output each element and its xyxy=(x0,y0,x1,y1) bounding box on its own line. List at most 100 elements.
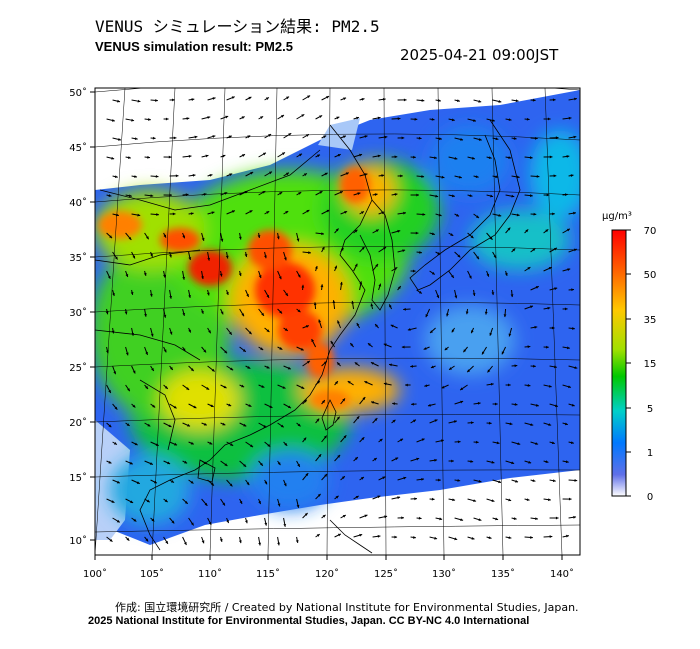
wind-arrow-head xyxy=(220,238,224,242)
wind-arrow-head xyxy=(403,476,407,480)
wind-arrow-head xyxy=(357,192,361,196)
wind-arrow-head xyxy=(533,212,537,216)
wind-arrow-head xyxy=(114,175,118,179)
lon-tick-label: 120˚ xyxy=(315,568,339,580)
wind-arrow-head xyxy=(400,174,403,178)
wind-arrow-head xyxy=(507,227,511,231)
wind-arrow-head xyxy=(124,311,128,315)
wind-arrow-head xyxy=(416,193,420,197)
wind-arrow-head xyxy=(245,520,248,524)
wind-arrow-head xyxy=(130,292,134,295)
wind-arrow-head xyxy=(478,99,482,103)
lon-tick-label: 135˚ xyxy=(491,568,515,580)
wind-arrow-head xyxy=(549,155,553,159)
wind-arrow-head xyxy=(144,313,147,317)
lat-tick-label: 30˚ xyxy=(69,307,87,319)
wind-arrow-head xyxy=(553,247,557,251)
wind-arrow-head xyxy=(415,231,419,235)
wind-arrow-head xyxy=(379,438,383,442)
wind-arrow-head xyxy=(173,405,177,409)
wind-arrow-head xyxy=(430,365,434,369)
wind-arrow-head xyxy=(491,292,495,296)
wind-arrow-head xyxy=(382,97,386,101)
lon-tick-label: 130˚ xyxy=(432,568,456,580)
wind-arrow-head xyxy=(174,442,178,446)
wind-arrow-head xyxy=(283,257,287,261)
wind-arrow-head xyxy=(335,381,338,385)
wind-arrow-head xyxy=(222,422,226,426)
wind-arrow-head xyxy=(549,535,553,539)
wind-arrow-head xyxy=(108,194,112,197)
wind-arrow-head xyxy=(336,416,340,420)
wind-arrow-head xyxy=(528,460,532,464)
wind-arrow-head xyxy=(460,138,464,141)
wind-arrow-head xyxy=(438,99,441,102)
wind-arrow-head xyxy=(229,173,233,177)
concentration-hotspots xyxy=(98,167,370,410)
wind-arrow-head xyxy=(389,304,392,308)
wind-arrow-head xyxy=(347,381,351,384)
wind-arrow-head xyxy=(392,402,395,406)
wind-arrow-head xyxy=(105,350,109,354)
wind-arrow-head xyxy=(262,152,266,156)
wind-arrow-head xyxy=(458,175,462,179)
wind-arrow-head xyxy=(508,498,512,502)
wind-arrow-head xyxy=(344,211,348,214)
wind-arrow-head xyxy=(574,479,578,482)
wind-arrow-head xyxy=(472,293,476,296)
wind-arrow-head xyxy=(476,256,479,260)
lon-tick-label: 100˚ xyxy=(83,568,107,580)
wind-arrow-head xyxy=(301,386,305,389)
wind-arrow-head xyxy=(439,517,443,521)
lon-tick-label: 140˚ xyxy=(550,568,574,580)
wind-arrow-head xyxy=(546,193,550,197)
wind-arrow-head xyxy=(150,194,154,198)
wind-arrow-head xyxy=(405,383,408,387)
wind-arrow-head xyxy=(332,300,336,304)
wind-arrow-head xyxy=(488,156,492,160)
wind-arrow-head xyxy=(470,421,474,425)
wind-arrow-head xyxy=(201,310,204,314)
lat-tick-label: 20˚ xyxy=(69,417,87,429)
wind-arrow-head xyxy=(418,290,422,294)
wind-arrow-head xyxy=(230,367,234,371)
wind-arrow-head xyxy=(527,267,531,270)
wind-arrow-head xyxy=(451,459,454,463)
wind-arrow-head xyxy=(337,454,341,458)
wind-arrow-head xyxy=(334,265,338,269)
wind-arrow-head xyxy=(257,235,261,238)
wind-arrow-head xyxy=(374,193,378,196)
wind-arrow-head xyxy=(416,457,420,461)
wind-arrow-head xyxy=(456,99,460,103)
wind-arrow-head xyxy=(568,497,572,501)
wind-arrow-head xyxy=(361,97,365,101)
wind-arrow-head xyxy=(377,154,381,158)
lat-tick-label: 35˚ xyxy=(69,252,87,264)
wind-arrow-head xyxy=(155,175,159,178)
wind-arrow-head xyxy=(111,119,115,122)
wind-arrow-head xyxy=(438,478,441,482)
wind-arrow-head xyxy=(555,136,559,140)
wind-arrow-head xyxy=(394,535,398,539)
wind-arrow-head xyxy=(340,247,344,251)
wind-arrow-head xyxy=(425,314,429,318)
wind-arrow-head xyxy=(476,215,479,219)
wind-arrow-head xyxy=(170,367,173,370)
wind-arrow-head xyxy=(362,397,366,400)
wind-arrow-head xyxy=(261,312,264,316)
wind-arrow-head xyxy=(501,351,505,355)
wind-arrow-head xyxy=(118,137,121,141)
wind-arrow-head xyxy=(276,236,280,240)
wind-arrow-head xyxy=(460,400,464,404)
wind-arrow-head xyxy=(201,237,205,241)
wind-arrow-head xyxy=(283,523,287,527)
wind-arrow-head xyxy=(457,254,461,258)
wind-arrow-head xyxy=(186,117,190,120)
wind-arrow-head xyxy=(190,212,194,216)
wind-arrow-head xyxy=(193,405,197,409)
wind-arrow-head xyxy=(342,135,346,139)
wind-arrow-head xyxy=(397,117,401,121)
wind-arrow-head xyxy=(280,115,284,118)
wind-arrow-head xyxy=(171,520,175,524)
